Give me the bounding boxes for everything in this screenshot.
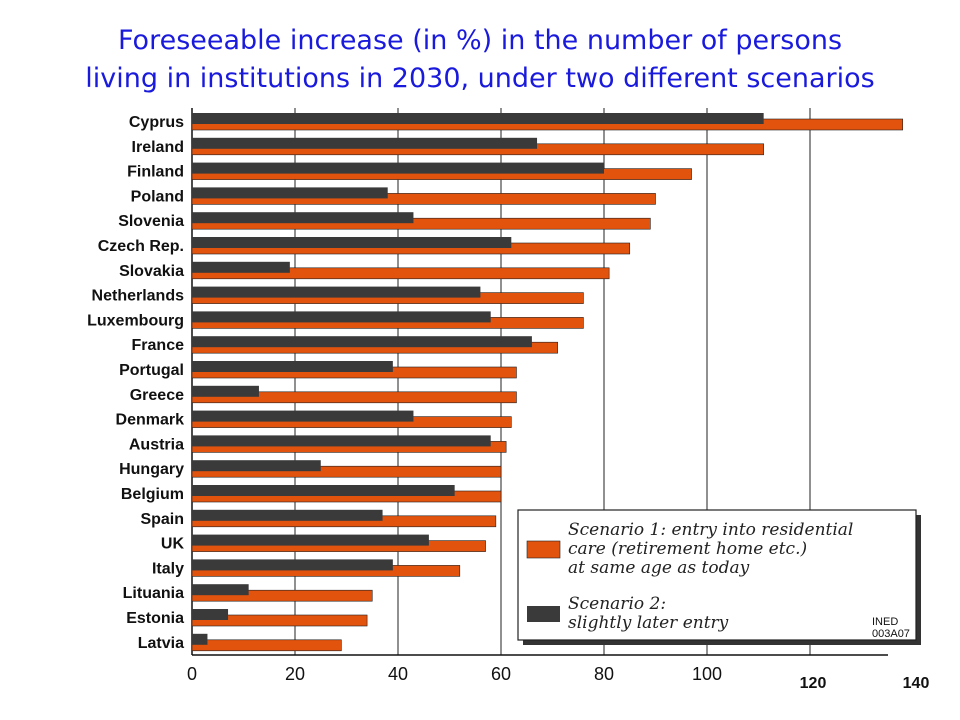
x-tick-label: 100 [692, 664, 722, 684]
bar-scenario-2 [192, 633, 208, 645]
bar-scenario-2 [192, 534, 429, 546]
legend-swatch-scenario-1 [526, 540, 561, 559]
bar-scenario-1 [191, 267, 610, 280]
bar-scenario-1 [191, 614, 368, 627]
chart-title: Foreseeable increase (in %) in the numbe… [0, 22, 960, 98]
bar-scenario-2 [192, 609, 229, 620]
bar-scenario-2 [192, 410, 414, 422]
bar-scenario-2 [192, 113, 764, 124]
x-tick-label: 40 [388, 664, 408, 684]
legend-text-scenario-1: at same age as today [568, 558, 750, 578]
category-label: Luxembourg [87, 312, 184, 329]
bar-scenario-1 [191, 589, 373, 602]
bar-scenario-2 [192, 584, 249, 596]
bar-scenario-2 [192, 336, 532, 348]
category-label: Slovenia [118, 213, 184, 230]
x-tick-label: 20 [285, 664, 305, 684]
ined-stamp: 003A07 [872, 628, 910, 640]
x-tick-label: 60 [491, 664, 511, 684]
legend-text-scenario-2: Scenario 2: [568, 594, 666, 614]
x-tick-label: 0 [187, 664, 197, 684]
category-label: Austria [129, 436, 184, 453]
legend-text-scenario-2: slightly later entry [568, 613, 729, 633]
category-label: Netherlands [92, 288, 185, 305]
category-label: France [132, 337, 185, 354]
bar-scenario-2 [192, 460, 321, 472]
bar-scenario-2 [192, 435, 491, 447]
category-label: Portugal [119, 362, 184, 379]
bar-scenario-2 [192, 212, 414, 224]
bar-scenario-2 [192, 187, 388, 199]
category-label: Denmark [116, 412, 185, 429]
legend-text-scenario-1: Scenario 1: entry into residential [568, 520, 853, 540]
bar-scenario-2 [192, 559, 393, 571]
category-label: Cyprus [129, 114, 184, 131]
bar-scenario-1 [191, 391, 517, 404]
category-label: Hungary [119, 461, 184, 478]
x-tick-label: 120 [800, 675, 827, 692]
category-label: Lituania [123, 585, 184, 602]
bar-scenario-2 [192, 485, 455, 496]
category-label: Spain [140, 511, 184, 528]
bar-scenario-2 [192, 237, 512, 248]
category-label: Slovakia [119, 263, 184, 280]
bar-scenario-1 [191, 193, 656, 205]
category-label: UK [161, 536, 185, 553]
x-tick-label: 80 [594, 664, 614, 684]
category-label: Czech Rep. [98, 238, 184, 255]
category-label: Belgium [121, 486, 184, 503]
legend-text-scenario-1: care (retirement home etc.) [568, 539, 807, 559]
category-label: Latvia [138, 635, 184, 652]
chart-title-line-1: Foreseeable increase (in %) in the numbe… [117, 25, 843, 56]
legend-swatch-scenario-2 [527, 606, 560, 622]
bar-scenario-2 [192, 286, 481, 298]
bar-scenario-2 [192, 311, 491, 323]
bar-scenario-2 [192, 385, 259, 397]
category-label: Poland [131, 188, 184, 205]
category-label: Ireland [132, 139, 184, 156]
legend-box [517, 509, 917, 641]
bar-scenario-2 [192, 361, 393, 372]
ined-stamp: INED [872, 616, 898, 628]
bar-scenario-1 [191, 217, 651, 230]
bar-scenario-2 [192, 261, 290, 273]
bar-scenario-1 [191, 639, 342, 652]
category-label: Greece [130, 387, 184, 404]
category-label: Italy [152, 560, 184, 577]
bar-scenario-1 [191, 465, 502, 478]
bar-scenario-2 [192, 137, 538, 149]
chart-title-line-2: living in institutions in 2030, under tw… [85, 63, 875, 94]
x-tick-label: 140 [903, 675, 930, 692]
bar-scenario-2 [192, 162, 604, 174]
category-label: Estonia [126, 610, 184, 627]
category-label: Finland [127, 164, 184, 181]
bar-scenario-2 [192, 509, 383, 521]
